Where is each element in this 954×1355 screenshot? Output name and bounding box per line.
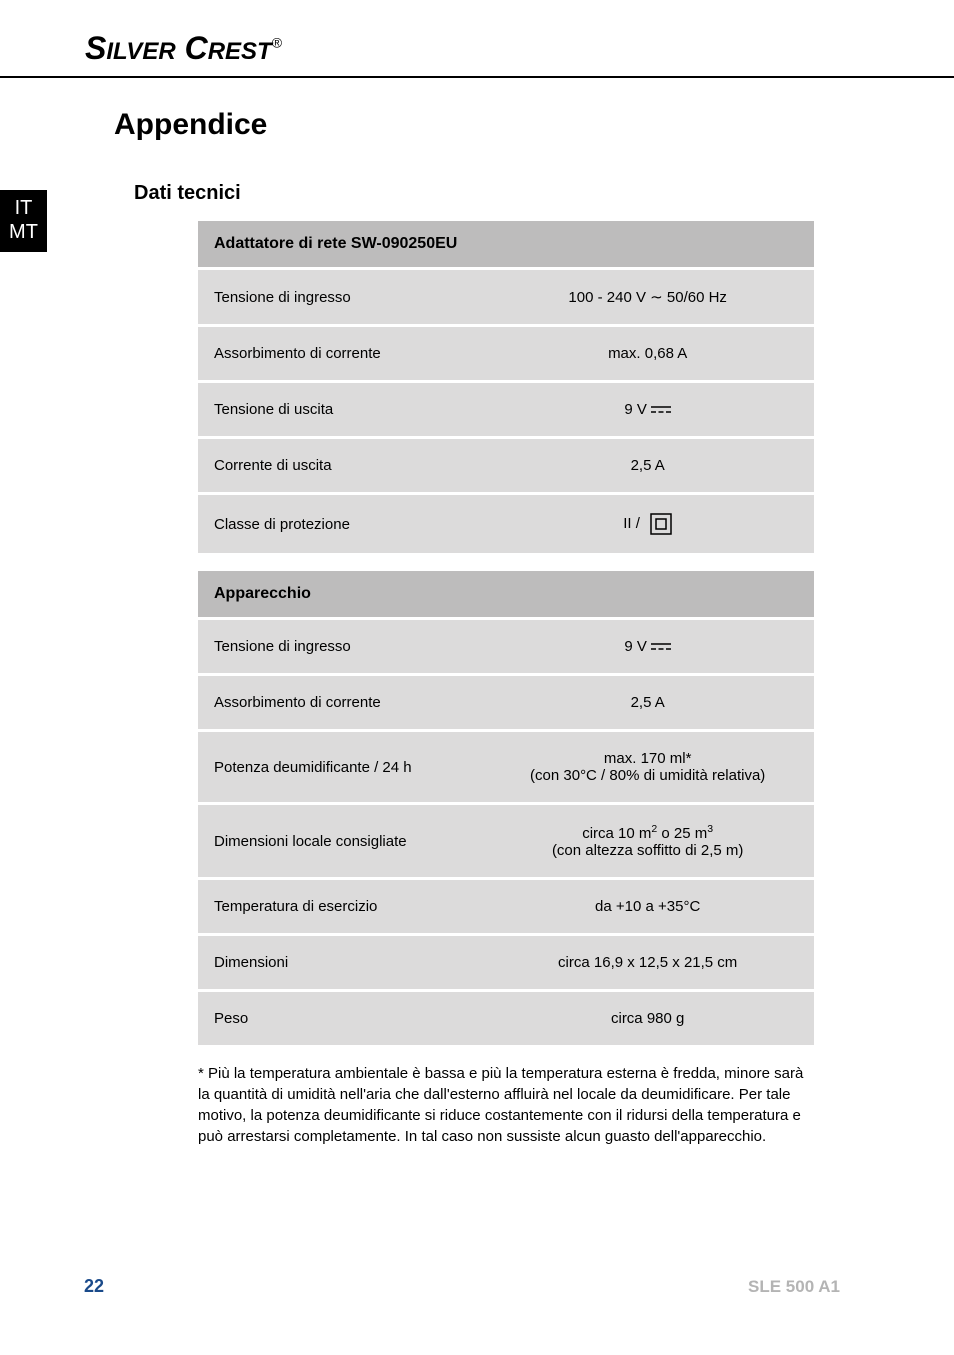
spec-label: Assorbimento di corrente bbox=[198, 675, 481, 731]
spec-value: circa 16,9 x 12,5 x 21,5 cm bbox=[481, 935, 814, 991]
table-row: Dimensioni circa 16,9 x 12,5 x 21,5 cm bbox=[198, 935, 814, 991]
table-row: Tensione di ingresso 9 V bbox=[198, 619, 814, 675]
spec-value-text: 9 V bbox=[624, 638, 651, 655]
spec-value: circa 10 m2 o 25 m3 (con altezza soffitt… bbox=[481, 804, 814, 879]
adapter-table-header: Adattatore di rete SW-090250EU bbox=[198, 221, 814, 269]
lang-line-2: MT bbox=[0, 220, 47, 244]
brand-logo: SILVER CREST® bbox=[85, 30, 282, 67]
table-row: Classe di protezione II / bbox=[198, 494, 814, 554]
spec-value: da +10 a +35°C bbox=[481, 879, 814, 935]
table-row: Potenza deumidificante / 24 h max. 170 m… bbox=[198, 731, 814, 804]
page-number: 22 bbox=[84, 1276, 104, 1297]
spec-value: 100 - 240 V ∼ 50/60 Hz bbox=[481, 269, 814, 326]
table-header-row: Adattatore di rete SW-090250EU bbox=[198, 221, 814, 269]
table-row: Tensione di ingresso 100 - 240 V ∼ 50/60… bbox=[198, 269, 814, 326]
spec-value: max. 170 ml* (con 30°C / 80% di umidità … bbox=[481, 731, 814, 804]
table-row: Assorbimento di corrente max. 0,68 A bbox=[198, 326, 814, 382]
brand-text-3: C bbox=[185, 30, 208, 66]
device-table-header: Apparecchio bbox=[198, 571, 814, 619]
spec-label: Tensione di ingresso bbox=[198, 269, 481, 326]
spec-label: Assorbimento di corrente bbox=[198, 326, 481, 382]
table-header-row: Apparecchio bbox=[198, 571, 814, 619]
spec-label: Tensione di uscita bbox=[198, 382, 481, 438]
top-rule bbox=[0, 76, 954, 78]
spec-label: Temperatura di esercizio bbox=[198, 879, 481, 935]
brand-reg: ® bbox=[272, 34, 282, 50]
spec-value: 9 V bbox=[481, 619, 814, 675]
spec-value: 2,5 A bbox=[481, 438, 814, 494]
spec-value: 9 V bbox=[481, 382, 814, 438]
language-tab: IT MT bbox=[0, 190, 47, 252]
table-row: Peso circa 980 g bbox=[198, 991, 814, 1046]
heading-appendix: Appendice bbox=[114, 108, 874, 142]
spec-value-line2: (con 30°C / 80% di umidità relativa) bbox=[497, 767, 798, 784]
lang-line-1: IT bbox=[0, 196, 47, 220]
table-row: Corrente di uscita 2,5 A bbox=[198, 438, 814, 494]
spec-value: max. 0,68 A bbox=[481, 326, 814, 382]
table-row: Dimensioni locale consigliate circa 10 m… bbox=[198, 804, 814, 879]
spec-value-line2: (con altezza soffitto di 2,5 m) bbox=[497, 842, 798, 859]
adapter-table: Adattatore di rete SW-090250EU Tensione … bbox=[198, 221, 814, 553]
class2-icon bbox=[650, 513, 672, 535]
spec-value-line1: circa 10 m2 o 25 m3 bbox=[497, 823, 798, 842]
brand-text-4: REST bbox=[208, 38, 272, 65]
brand-text-2: ILVER bbox=[106, 38, 175, 65]
footnote: * Più la temperatura ambientale è bassa … bbox=[198, 1063, 814, 1147]
spec-value-text: II / bbox=[623, 515, 644, 532]
spec-label: Dimensioni locale consigliate bbox=[198, 804, 481, 879]
device-table: Apparecchio Tensione di ingresso 9 V Ass… bbox=[198, 571, 814, 1045]
spec-label: Classe di protezione bbox=[198, 494, 481, 554]
spec-label: Tensione di ingresso bbox=[198, 619, 481, 675]
table-row: Tensione di uscita 9 V bbox=[198, 382, 814, 438]
spec-label: Corrente di uscita bbox=[198, 438, 481, 494]
main-content: Appendice Dati tecnici Adattatore di ret… bbox=[114, 108, 874, 1147]
spec-value-line1: max. 170 ml* bbox=[497, 750, 798, 767]
brand-text-1: S bbox=[85, 30, 106, 66]
spec-label: Potenza deumidificante / 24 h bbox=[198, 731, 481, 804]
table-row: Assorbimento di corrente 2,5 A bbox=[198, 675, 814, 731]
spec-label: Dimensioni bbox=[198, 935, 481, 991]
spec-value: circa 980 g bbox=[481, 991, 814, 1046]
heading-technical-data: Dati tecnici bbox=[134, 182, 874, 205]
spec-value: 2,5 A bbox=[481, 675, 814, 731]
spec-label: Peso bbox=[198, 991, 481, 1046]
model-number: SLE 500 A1 bbox=[748, 1277, 840, 1297]
table-row: Temperatura di esercizio da +10 a +35°C bbox=[198, 879, 814, 935]
spec-value-text: 9 V bbox=[624, 401, 651, 418]
dc-icon bbox=[651, 405, 671, 415]
spec-value: II / bbox=[481, 494, 814, 554]
dc-icon bbox=[651, 642, 671, 652]
